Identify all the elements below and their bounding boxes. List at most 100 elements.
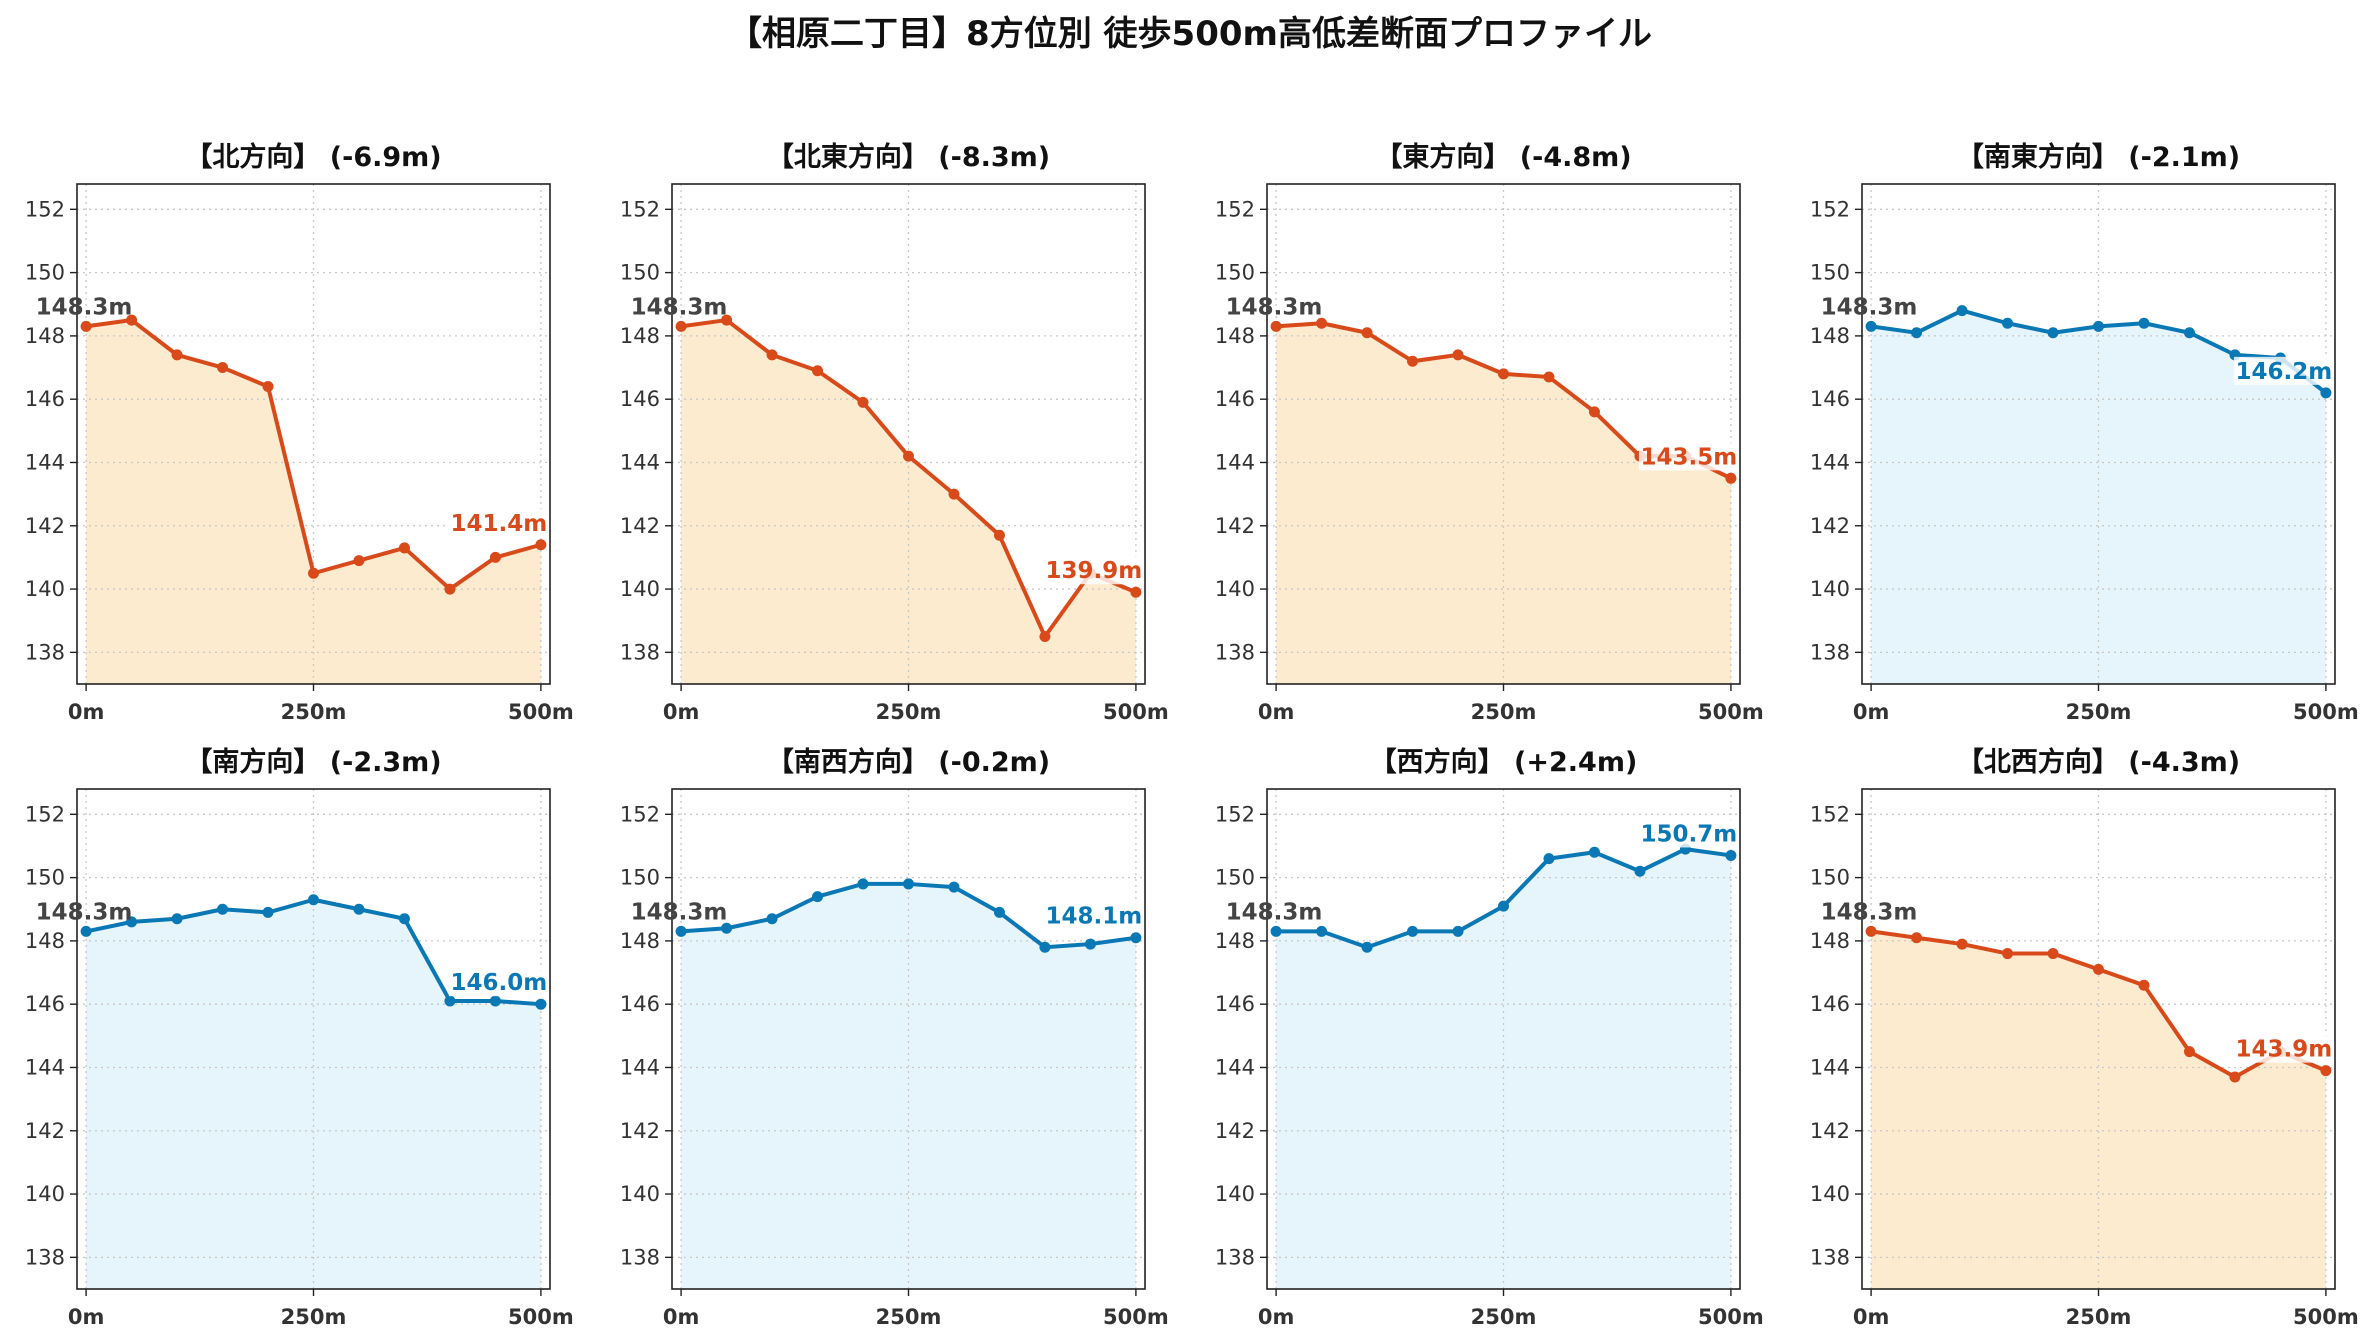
y-tick-label: 144 bbox=[620, 1055, 660, 1079]
y-tick-label: 152 bbox=[1215, 802, 1255, 826]
start-elevation-label: 148.3m bbox=[36, 899, 133, 925]
y-tick-label: 146 bbox=[620, 992, 660, 1016]
y-tick-label: 146 bbox=[1215, 992, 1255, 1016]
chart-panel-2: 【東方向】 (-4.8m) 138 140 142 144 146 148 150 152 0m 2… bbox=[1215, 141, 1764, 724]
y-tick-label: 138 bbox=[620, 640, 660, 664]
x-tick-label: 500m bbox=[2293, 1305, 2359, 1329]
data-point bbox=[2183, 327, 2195, 339]
data-point bbox=[2229, 1071, 2241, 1083]
y-tick-label: 144 bbox=[1810, 1055, 1850, 1079]
data-point bbox=[903, 450, 914, 462]
y-tick-label: 140 bbox=[1810, 1182, 1850, 1206]
end-elevation-label: 143.9m bbox=[2236, 1037, 2333, 1063]
x-tick-label: 500m bbox=[2293, 700, 2359, 724]
data-point bbox=[535, 998, 547, 1010]
area-fill bbox=[681, 883, 1136, 1289]
chart-title: 【北方向】 (-6.9m) bbox=[185, 141, 441, 173]
y-tick-label: 142 bbox=[620, 1119, 660, 1143]
figure-title: 【相原二丁目】8方位別 徒歩500m高低差断面プロファイル bbox=[728, 14, 1652, 54]
data-point bbox=[1498, 900, 1509, 912]
y-tick-label: 150 bbox=[1215, 866, 1255, 890]
end-elevation-label: 146.0m bbox=[451, 970, 548, 996]
y-tick-label: 150 bbox=[1810, 261, 1850, 285]
data-point bbox=[2183, 1046, 2195, 1058]
data-point bbox=[812, 891, 824, 903]
end-elevation-label: 143.5m bbox=[1641, 444, 1738, 470]
y-tick-label: 138 bbox=[1810, 640, 1850, 664]
y-tick-label: 142 bbox=[25, 514, 65, 538]
y-tick-label: 148 bbox=[1215, 929, 1255, 953]
end-label-background bbox=[1043, 901, 1144, 930]
y-tick-label: 138 bbox=[1215, 1245, 1255, 1269]
data-point bbox=[1634, 865, 1646, 877]
data-point bbox=[1316, 925, 1328, 937]
data-point bbox=[1270, 320, 1282, 332]
y-tick-label: 140 bbox=[25, 1182, 65, 1206]
start-elevation-label: 148.3m bbox=[1821, 899, 1918, 925]
data-point bbox=[308, 567, 319, 579]
x-tick-label: 250m bbox=[281, 700, 347, 724]
y-tick-label: 138 bbox=[25, 640, 65, 664]
data-point bbox=[993, 906, 1005, 918]
data-point bbox=[398, 913, 410, 925]
end-elevation-label: 146.2m bbox=[2236, 359, 2333, 385]
y-tick-label: 140 bbox=[1215, 1182, 1255, 1206]
data-point bbox=[721, 314, 733, 326]
data-point bbox=[1270, 925, 1282, 937]
end-label-background bbox=[448, 508, 549, 537]
y-tick-label: 142 bbox=[1215, 1119, 1255, 1143]
x-tick-label: 250m bbox=[281, 1305, 347, 1329]
y-tick-label: 138 bbox=[620, 1245, 660, 1269]
end-elevation-label: 150.7m bbox=[1641, 821, 1738, 847]
chart-panel-7: 【北西方向】 (-4.3m) 138 140 142 144 146 148 150 152 0m… bbox=[1810, 746, 2359, 1329]
end-label-background bbox=[1638, 442, 1739, 471]
data-point bbox=[2093, 963, 2104, 975]
y-tick-label: 150 bbox=[25, 261, 65, 285]
data-point bbox=[489, 551, 501, 563]
end-label-background bbox=[1043, 556, 1144, 585]
x-tick-label: 250m bbox=[1471, 1305, 1537, 1329]
data-point bbox=[1130, 586, 1142, 598]
data-point bbox=[993, 529, 1005, 541]
data-point bbox=[308, 894, 319, 906]
y-tick-label: 144 bbox=[25, 450, 65, 474]
data-point bbox=[1588, 846, 1600, 858]
x-tick-label: 0m bbox=[68, 1305, 105, 1329]
data-point bbox=[171, 349, 183, 361]
data-point bbox=[2093, 320, 2104, 332]
chart-panel-1: 【北東方向】 (-8.3m) 138 140 142 144 146 148 150 152 0m… bbox=[620, 141, 1169, 724]
y-tick-label: 138 bbox=[1810, 1245, 1850, 1269]
data-point bbox=[948, 881, 960, 893]
area-fill bbox=[1871, 931, 2326, 1289]
x-tick-label: 250m bbox=[2066, 700, 2132, 724]
y-tick-label: 146 bbox=[620, 387, 660, 411]
data-point bbox=[353, 555, 365, 567]
area-fill bbox=[1276, 849, 1731, 1289]
x-tick-label: 500m bbox=[1103, 700, 1169, 724]
data-point bbox=[766, 913, 778, 925]
data-point bbox=[489, 995, 501, 1007]
data-point bbox=[1865, 320, 1877, 332]
y-tick-label: 148 bbox=[25, 929, 65, 953]
data-point bbox=[2320, 1065, 2332, 1077]
y-tick-label: 148 bbox=[1810, 324, 1850, 348]
y-tick-label: 144 bbox=[1215, 1055, 1255, 1079]
y-tick-label: 144 bbox=[620, 450, 660, 474]
data-point bbox=[1956, 305, 1968, 317]
data-point bbox=[444, 583, 456, 595]
data-point bbox=[1588, 406, 1600, 418]
x-tick-label: 250m bbox=[876, 700, 942, 724]
data-point bbox=[1543, 371, 1555, 383]
start-elevation-label: 148.3m bbox=[36, 294, 133, 320]
y-tick-label: 150 bbox=[620, 261, 660, 285]
x-tick-label: 500m bbox=[508, 700, 574, 724]
start-elevation-label: 148.3m bbox=[1821, 294, 1918, 320]
data-point bbox=[262, 906, 274, 918]
y-tick-label: 144 bbox=[1215, 450, 1255, 474]
end-elevation-label: 139.9m bbox=[1046, 558, 1143, 584]
data-point bbox=[948, 488, 960, 500]
y-tick-label: 140 bbox=[620, 577, 660, 601]
data-point bbox=[2002, 948, 2014, 960]
data-point bbox=[80, 925, 92, 937]
y-tick-label: 150 bbox=[1215, 261, 1255, 285]
